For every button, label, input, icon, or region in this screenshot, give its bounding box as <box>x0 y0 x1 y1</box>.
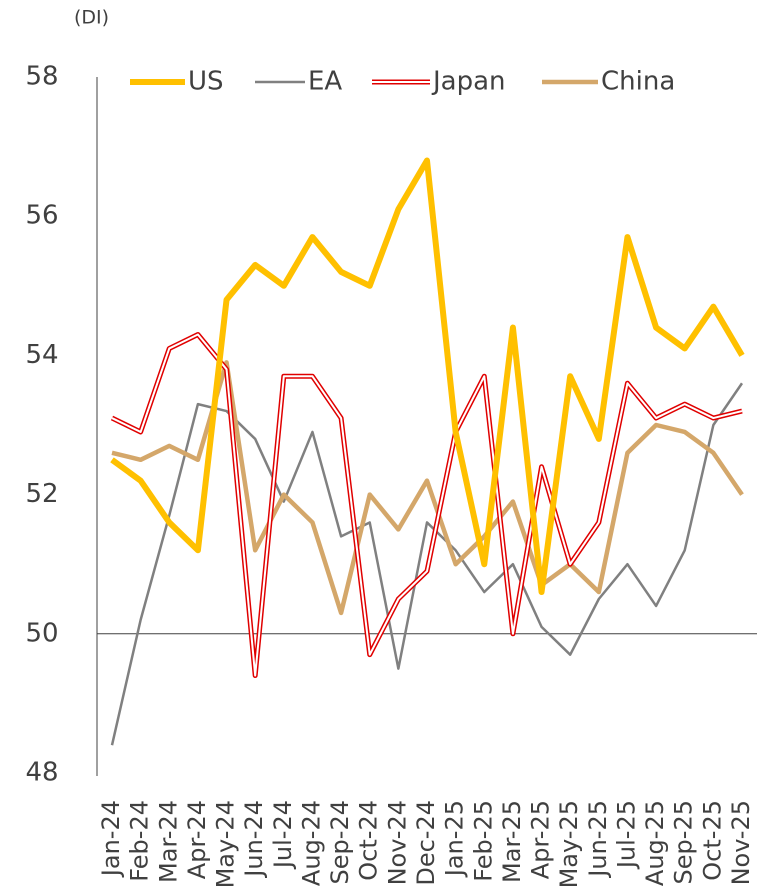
x-tick-label: Jun-24 <box>240 800 268 879</box>
x-tick-label: Aug-25 <box>641 800 669 886</box>
x-tick-label: Jan-25 <box>441 800 469 878</box>
series-line <box>110 332 743 679</box>
x-tick-label: May-24 <box>212 800 240 888</box>
unit-label: (DI) <box>74 7 109 29</box>
x-tick-label: Jul-25 <box>612 800 640 870</box>
x-tick-label: Apr-24 <box>183 800 211 879</box>
x-tick-label: Jul-24 <box>269 800 297 870</box>
y-tick-label: 56 <box>25 201 58 231</box>
x-tick-label: Sep-24 <box>326 800 354 884</box>
x-tick-label: Apr-25 <box>527 800 555 879</box>
x-tick-label: Jan-24 <box>97 800 125 878</box>
x-tick-label: Nov-25 <box>727 800 755 885</box>
x-tick-label: Nov-24 <box>383 800 411 885</box>
y-tick-label: 52 <box>25 479 58 509</box>
legend-label: China <box>601 67 675 97</box>
x-tick-label: Oct-25 <box>698 800 726 881</box>
legend-label: US <box>188 67 224 97</box>
series-line-inner <box>111 333 743 677</box>
x-tick-label: Feb-25 <box>469 800 497 882</box>
x-tick-label: May-25 <box>555 800 583 888</box>
y-tick-label: 54 <box>25 340 58 370</box>
x-tick-label: Jun-25 <box>584 800 612 879</box>
y-tick-label: 50 <box>25 618 58 648</box>
legend-label: Japan <box>431 67 506 97</box>
y-tick-label: 48 <box>25 758 58 788</box>
x-tick-label: Mar-25 <box>498 800 526 883</box>
x-tick-label: Oct-24 <box>355 800 383 881</box>
legend-label: EA <box>308 67 342 97</box>
x-tick-label: Mar-24 <box>154 800 182 883</box>
x-tick-label: Feb-24 <box>126 800 154 882</box>
x-tick-label: Aug-24 <box>297 800 325 886</box>
y-tick-label: 58 <box>25 62 58 92</box>
x-tick-label: Dec-24 <box>412 800 440 886</box>
series-line <box>110 157 745 596</box>
x-tick-label: Sep-25 <box>670 800 698 884</box>
